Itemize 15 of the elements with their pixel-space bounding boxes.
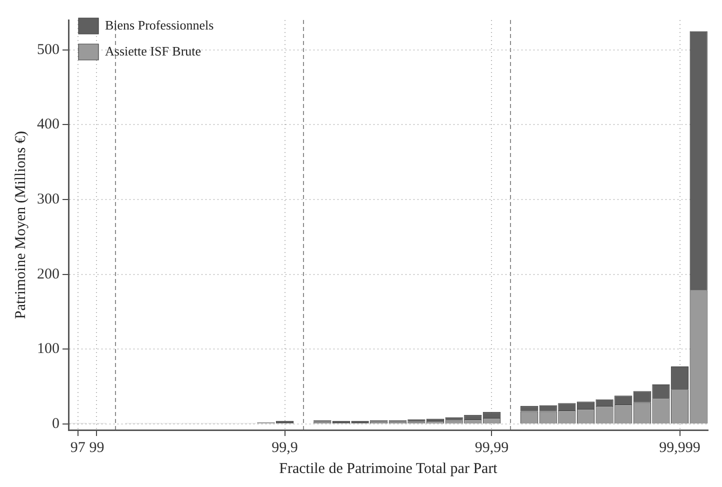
y-tick-label: 0 — [52, 416, 60, 432]
x-tick-label: 99 — [89, 440, 104, 456]
x-tick-label: 97 — [70, 440, 86, 456]
y-tick-label: 400 — [37, 116, 60, 133]
x-tick-label: 99,9 — [272, 440, 298, 456]
x-tick-label: 99,99 — [474, 440, 509, 456]
y-tick-label: 200 — [37, 266, 60, 282]
y-tick-label: 100 — [37, 341, 60, 358]
y-axis-title: Patrimoine Moyen (Millions €) — [12, 131, 29, 319]
x-tick-label: 99,999 — [659, 440, 700, 456]
y-tick-label: 300 — [37, 192, 60, 208]
legend-label: Assiette ISF Brute — [105, 43, 202, 58]
y-tick-label: 500 — [37, 42, 60, 58]
x-axis-title: Fractile de Patrimoine Total par Part — [279, 460, 498, 477]
legend-label: Biens Professionnels — [105, 17, 214, 32]
